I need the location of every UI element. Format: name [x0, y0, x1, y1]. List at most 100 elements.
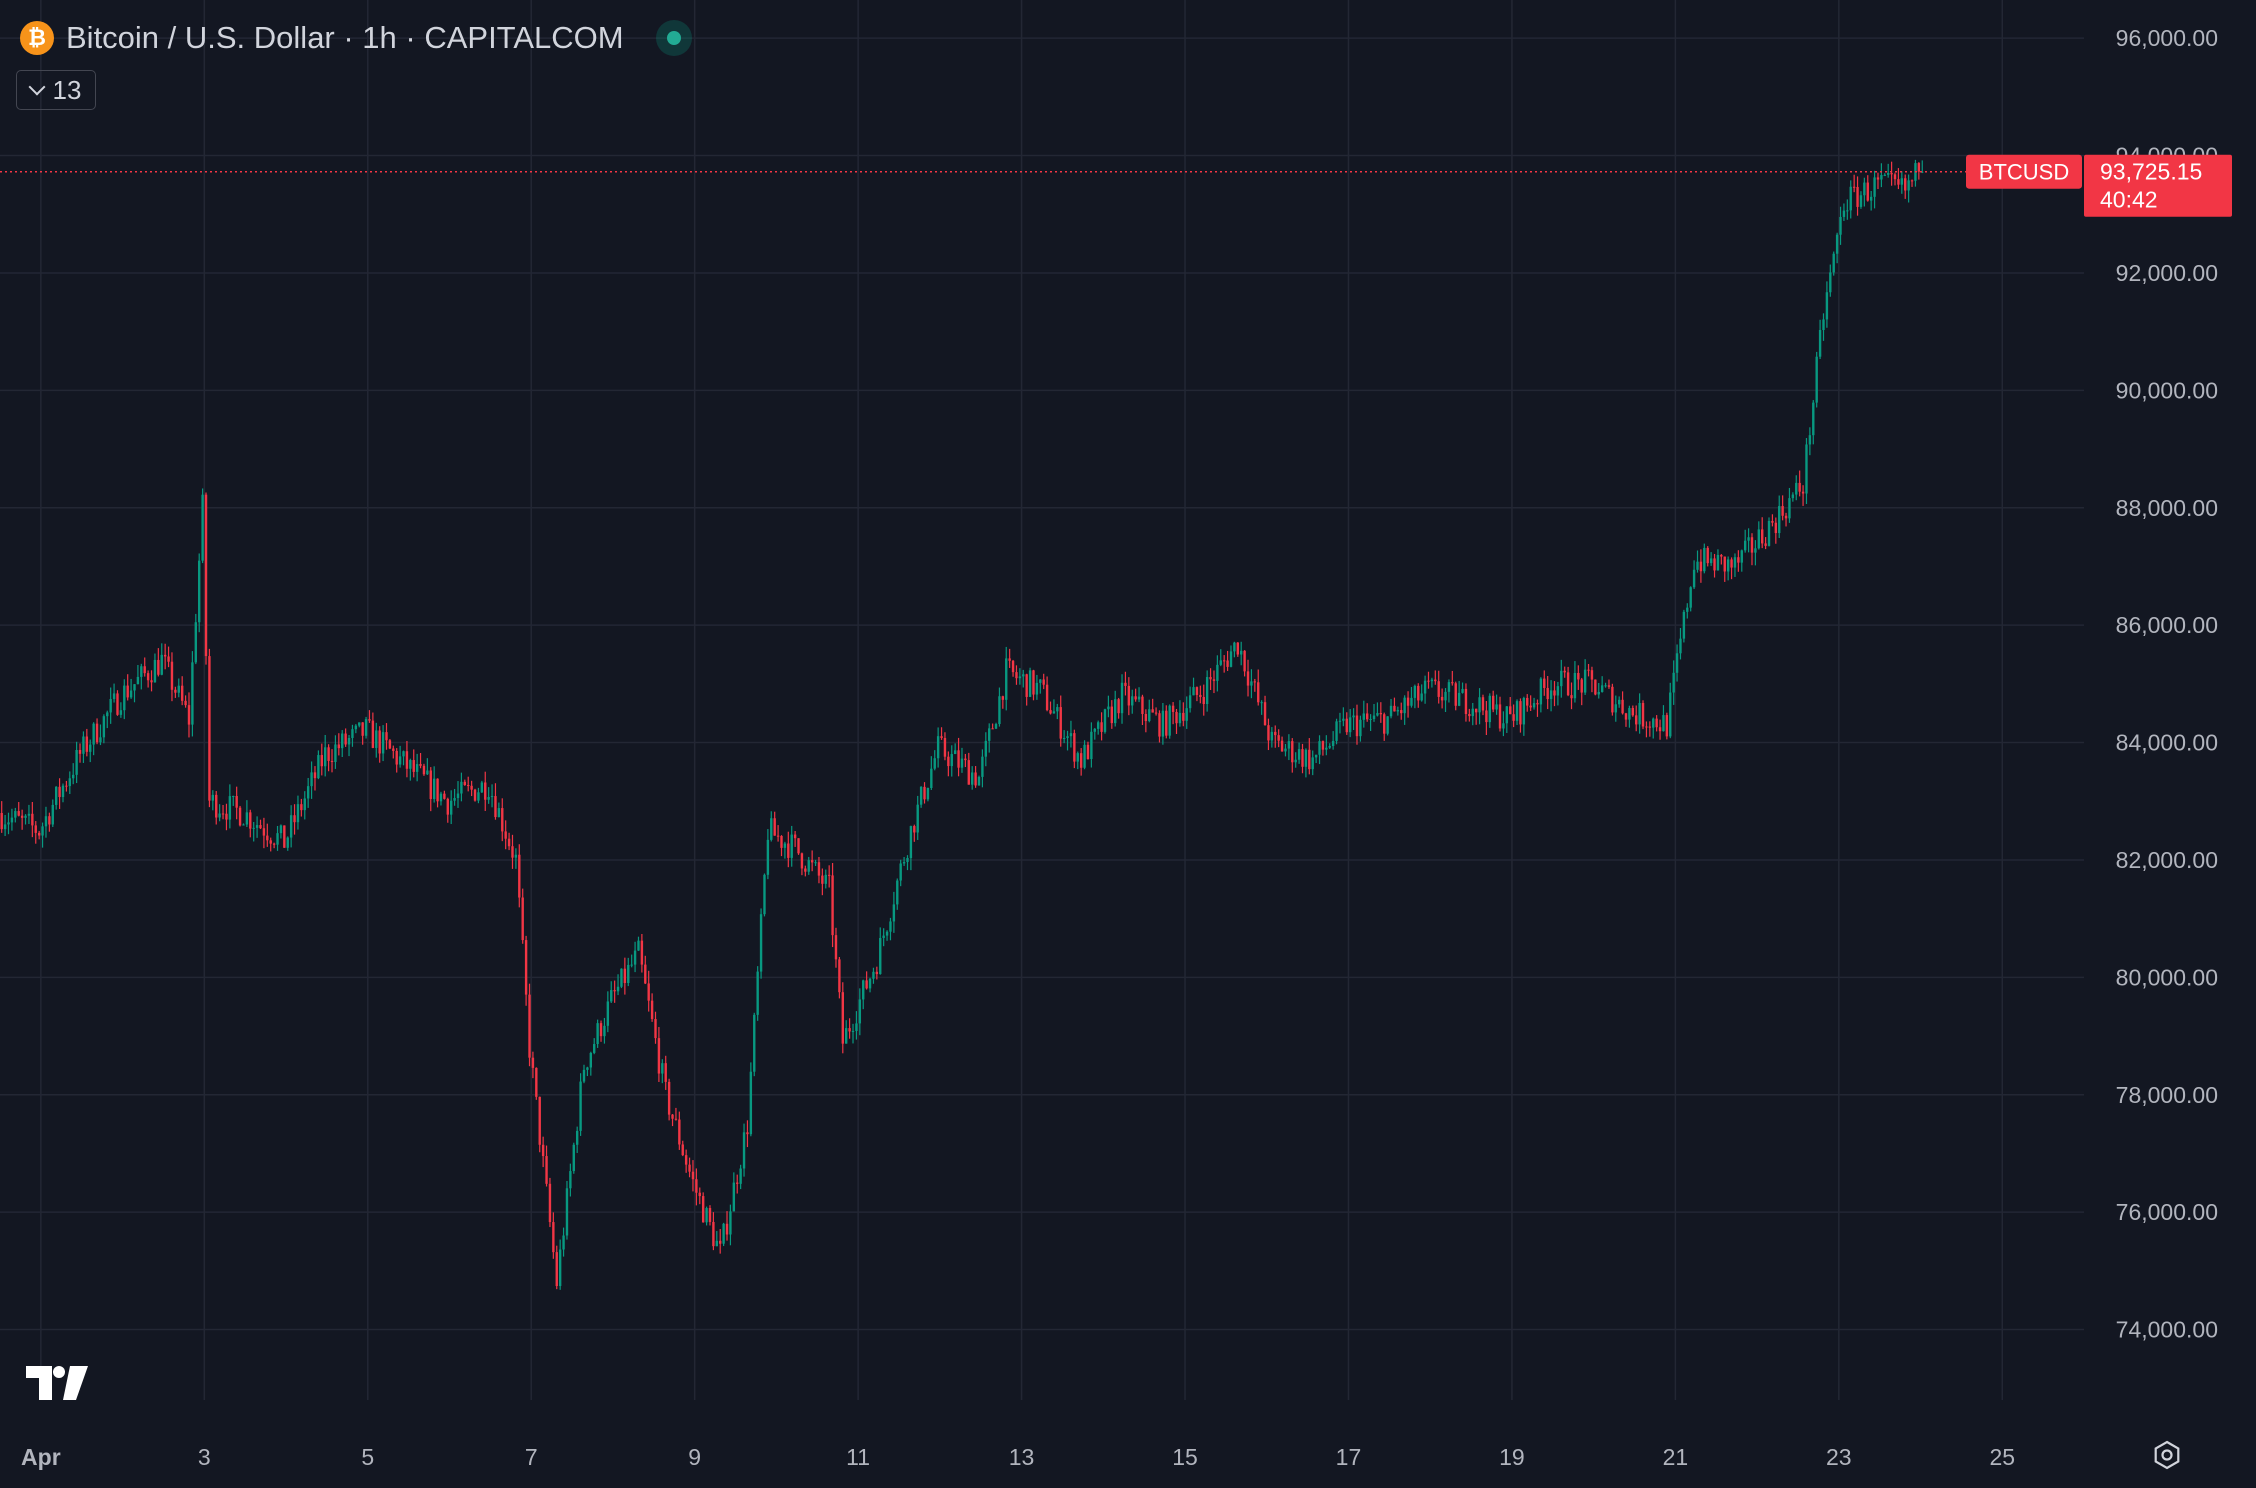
candle — [1185, 696, 1188, 729]
candle — [484, 771, 487, 811]
candle — [225, 803, 228, 831]
candle — [7, 812, 10, 835]
candle — [1662, 705, 1665, 732]
candle — [1706, 546, 1709, 567]
candle — [163, 643, 167, 670]
candle — [412, 749, 415, 778]
time-axis[interactable]: Apr 3 5 7 9 11 13 15 17 19 21 23 25 — [21, 1444, 2015, 1470]
candle — [1621, 691, 1624, 715]
candle — [627, 957, 630, 987]
indicators-toggle-button[interactable]: 13 — [16, 70, 96, 110]
price-tick-label: 88,000.00 — [2116, 495, 2218, 521]
candle — [800, 852, 804, 876]
candle — [1617, 696, 1621, 708]
candle — [633, 941, 637, 973]
candle — [1597, 683, 1600, 699]
candle — [1761, 517, 1764, 549]
candle — [582, 1064, 586, 1084]
candle — [1076, 751, 1079, 770]
symbol-legend[interactable]: ₿ Bitcoin / U.S. Dollar · 1h · CAPITALCO… — [20, 18, 692, 58]
candle — [838, 956, 841, 999]
candle — [157, 648, 160, 677]
candle — [1059, 695, 1062, 747]
candle — [1526, 694, 1529, 712]
candle — [1270, 727, 1274, 748]
candle — [739, 1164, 742, 1190]
candle — [650, 993, 654, 1022]
candle — [1590, 666, 1594, 693]
candle — [1801, 485, 1805, 506]
candle — [868, 977, 872, 993]
candle — [204, 492, 208, 665]
tradingview-logo-icon[interactable] — [26, 1366, 90, 1400]
time-tick-label: 9 — [688, 1444, 701, 1470]
candle — [341, 730, 344, 758]
candle — [1733, 553, 1737, 577]
candle — [1301, 743, 1304, 774]
candle — [1876, 172, 1880, 190]
candle — [1825, 281, 1829, 328]
candle — [1144, 709, 1148, 733]
candle — [473, 788, 477, 802]
candle — [1689, 586, 1692, 612]
candle — [545, 1145, 548, 1187]
candle — [368, 710, 371, 723]
grid — [0, 0, 2084, 1400]
candle — [1052, 699, 1056, 714]
candle — [1107, 695, 1110, 718]
candle — [1158, 710, 1161, 743]
candle — [1829, 264, 1832, 297]
candle — [426, 758, 429, 775]
candle — [1045, 676, 1049, 712]
candle — [1069, 720, 1073, 748]
candle — [1151, 698, 1154, 713]
candle — [817, 857, 821, 884]
price-tick-label: 74,000.00 — [2116, 1317, 2218, 1343]
candle — [725, 1211, 729, 1241]
candle — [749, 1062, 753, 1137]
price-tick-label: 86,000.00 — [2116, 612, 2218, 638]
candle — [882, 928, 885, 947]
candle — [1488, 693, 1491, 728]
candle — [1764, 537, 1767, 550]
candle — [221, 804, 225, 820]
candle — [1818, 319, 1822, 360]
candle — [1423, 675, 1427, 704]
time-tick-label: 19 — [1499, 1444, 1525, 1470]
candle — [858, 988, 862, 1036]
candle — [623, 957, 627, 995]
candle — [1893, 172, 1897, 186]
candle — [1645, 721, 1648, 738]
candle — [1805, 438, 1808, 504]
last-price-value: 93,725.15 — [2100, 159, 2202, 185]
chart-settings-gear-icon[interactable] — [2152, 1440, 2182, 1470]
candle — [913, 824, 916, 842]
candle — [1372, 704, 1376, 722]
candle — [593, 1038, 596, 1055]
candle — [68, 771, 72, 795]
candle — [640, 933, 644, 973]
candle — [1716, 549, 1720, 571]
candle — [1056, 703, 1059, 720]
candle — [252, 821, 255, 842]
candle — [126, 674, 129, 701]
market-open-status-icon[interactable] — [655, 20, 692, 56]
candle — [1229, 645, 1233, 668]
candle — [453, 788, 456, 806]
symbol-title[interactable]: Bitcoin / U.S. Dollar · 1h · CAPITALCOM — [66, 20, 624, 55]
candle — [1696, 550, 1699, 573]
candle — [1846, 199, 1849, 220]
candle — [1464, 683, 1468, 722]
candle — [1900, 171, 1904, 194]
candle — [1539, 677, 1543, 713]
candle — [787, 831, 790, 868]
candle — [327, 744, 330, 772]
price-axis[interactable]: 74,000.00 76,000.00 78,000.00 80,000.00 82,0… — [2116, 25, 2218, 1342]
candle — [313, 766, 317, 791]
candle — [1383, 712, 1386, 741]
candle — [688, 1157, 691, 1178]
candle — [1199, 685, 1202, 704]
candle — [1263, 695, 1267, 726]
